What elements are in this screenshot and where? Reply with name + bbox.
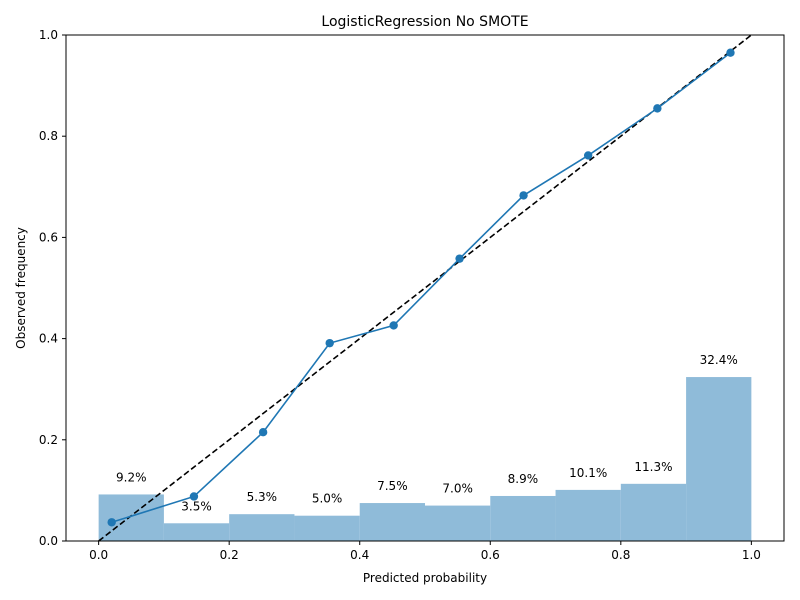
histogram-bar	[686, 377, 752, 541]
calibration-point	[258, 428, 268, 437]
calibration-point	[107, 518, 116, 527]
calibration-point	[583, 151, 593, 160]
histogram-bar	[620, 483, 687, 541]
y-tick-label: 0.8	[39, 129, 58, 143]
histogram-bar	[555, 489, 621, 541]
bar-percentage-label: 32.4%	[700, 353, 738, 367]
bar-percentage-label: 11.3%	[634, 460, 672, 474]
histogram-bar	[490, 495, 556, 541]
histogram-bar	[229, 514, 295, 541]
bar-percentage-label: 10.1%	[569, 466, 607, 480]
plot-area: 9.2% 3.5% 5.3% 5.0% 7.5% 7.0% 8.9% 10.1% 11.3% 32…	[39, 28, 785, 562]
calibration-point	[389, 321, 398, 330]
x-tick-label: 0.0	[89, 548, 108, 562]
y-tick-label: 0.4	[39, 332, 58, 346]
bar-percentage-label: 5.0%	[312, 492, 343, 506]
bar-percentage-label: 9.2%	[116, 470, 147, 484]
histogram-bar	[294, 515, 360, 541]
calibration-point	[189, 492, 199, 501]
calibration-curve-line	[111, 52, 731, 524]
calibration-point	[455, 254, 464, 263]
x-tick-label: 0.6	[481, 548, 500, 562]
x-tick-label: 0.4	[350, 548, 369, 562]
calibration-point	[653, 104, 662, 113]
bar-percentage-label: 8.9%	[508, 472, 539, 486]
bar-percentage-label: 3.5%	[181, 499, 212, 513]
calibration-point	[726, 48, 735, 57]
bar-percentage-label: 7.5%	[377, 479, 408, 493]
histogram-bar	[425, 505, 491, 541]
histogram-bar	[163, 523, 230, 541]
bar-percentage-label: 5.3%	[247, 490, 278, 504]
y-tick-label: 1.0	[39, 28, 58, 42]
x-tick-label: 1.0	[742, 548, 761, 562]
y-tick-label: 0.6	[39, 230, 58, 244]
axes-frame	[65, 34, 785, 542]
calibration-point	[325, 338, 334, 348]
y-tick-label: 0.0	[39, 534, 58, 548]
y-tick-label: 0.2	[39, 433, 58, 447]
chart-title: LogisticRegression No SMOTE	[321, 14, 528, 30]
x-axis-label: Predicted probability	[363, 571, 487, 585]
histogram-bar	[359, 503, 425, 541]
y-axis-label: Observed frequency	[14, 227, 28, 349]
x-tick-label: 0.2	[220, 548, 239, 562]
bar-percentage-label: 7.0%	[442, 482, 473, 496]
calibration-point	[519, 191, 528, 200]
x-tick-label: 0.8	[611, 548, 630, 562]
